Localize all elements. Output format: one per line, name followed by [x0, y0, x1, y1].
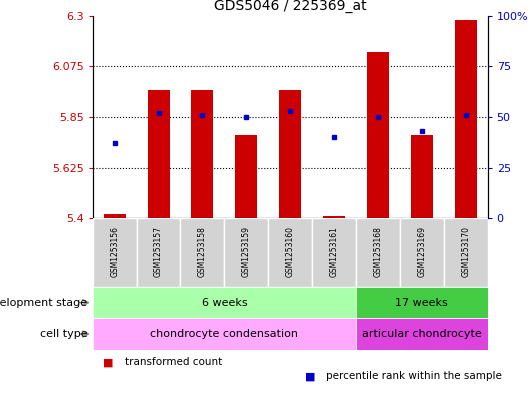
Text: transformed count: transformed count	[125, 357, 222, 367]
Bar	[224, 218, 268, 287]
Bar	[147, 90, 170, 218]
Bar	[356, 318, 488, 350]
Text: GSM1253157: GSM1253157	[154, 226, 163, 277]
Text: development stage: development stage	[0, 298, 87, 308]
Bar	[104, 214, 126, 218]
Bar	[279, 90, 301, 218]
Title: GDS5046 / 225369_at: GDS5046 / 225369_at	[214, 0, 366, 13]
Bar	[323, 216, 345, 218]
Bar	[235, 135, 257, 218]
Bar	[444, 218, 488, 287]
Text: 6 weeks: 6 weeks	[201, 298, 247, 308]
Text: ■: ■	[305, 371, 315, 381]
Bar	[93, 318, 356, 350]
Text: ■: ■	[103, 357, 114, 367]
Bar	[181, 218, 224, 287]
Text: GSM1253161: GSM1253161	[330, 226, 339, 277]
Bar	[191, 90, 214, 218]
Text: GSM1253156: GSM1253156	[110, 226, 119, 277]
Bar	[93, 287, 356, 318]
Bar	[268, 218, 312, 287]
Text: GSM1253160: GSM1253160	[286, 226, 295, 277]
Text: percentile rank within the sample: percentile rank within the sample	[326, 371, 502, 381]
Text: 17 weeks: 17 weeks	[395, 298, 448, 308]
Bar	[356, 287, 488, 318]
Bar	[137, 218, 181, 287]
Text: GSM1253170: GSM1253170	[461, 226, 470, 277]
Bar	[367, 52, 389, 218]
Bar	[93, 218, 137, 287]
Bar	[411, 135, 433, 218]
Bar	[455, 20, 476, 218]
Text: GSM1253159: GSM1253159	[242, 226, 251, 277]
Text: articular chondrocyte: articular chondrocyte	[362, 329, 482, 339]
Bar	[400, 218, 444, 287]
Text: GSM1253169: GSM1253169	[417, 226, 426, 277]
Bar	[356, 218, 400, 287]
Text: GSM1253158: GSM1253158	[198, 226, 207, 277]
Text: chondrocyte condensation: chondrocyte condensation	[151, 329, 298, 339]
Text: GSM1253168: GSM1253168	[374, 226, 383, 277]
Bar	[312, 218, 356, 287]
Text: cell type: cell type	[40, 329, 87, 339]
